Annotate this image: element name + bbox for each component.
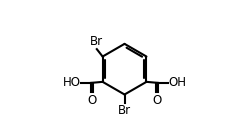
Text: O: O (87, 94, 96, 107)
Text: Br: Br (118, 104, 131, 117)
Text: HO: HO (62, 76, 80, 89)
Text: O: O (153, 94, 162, 107)
Text: OH: OH (169, 76, 187, 89)
Text: Br: Br (90, 35, 103, 48)
